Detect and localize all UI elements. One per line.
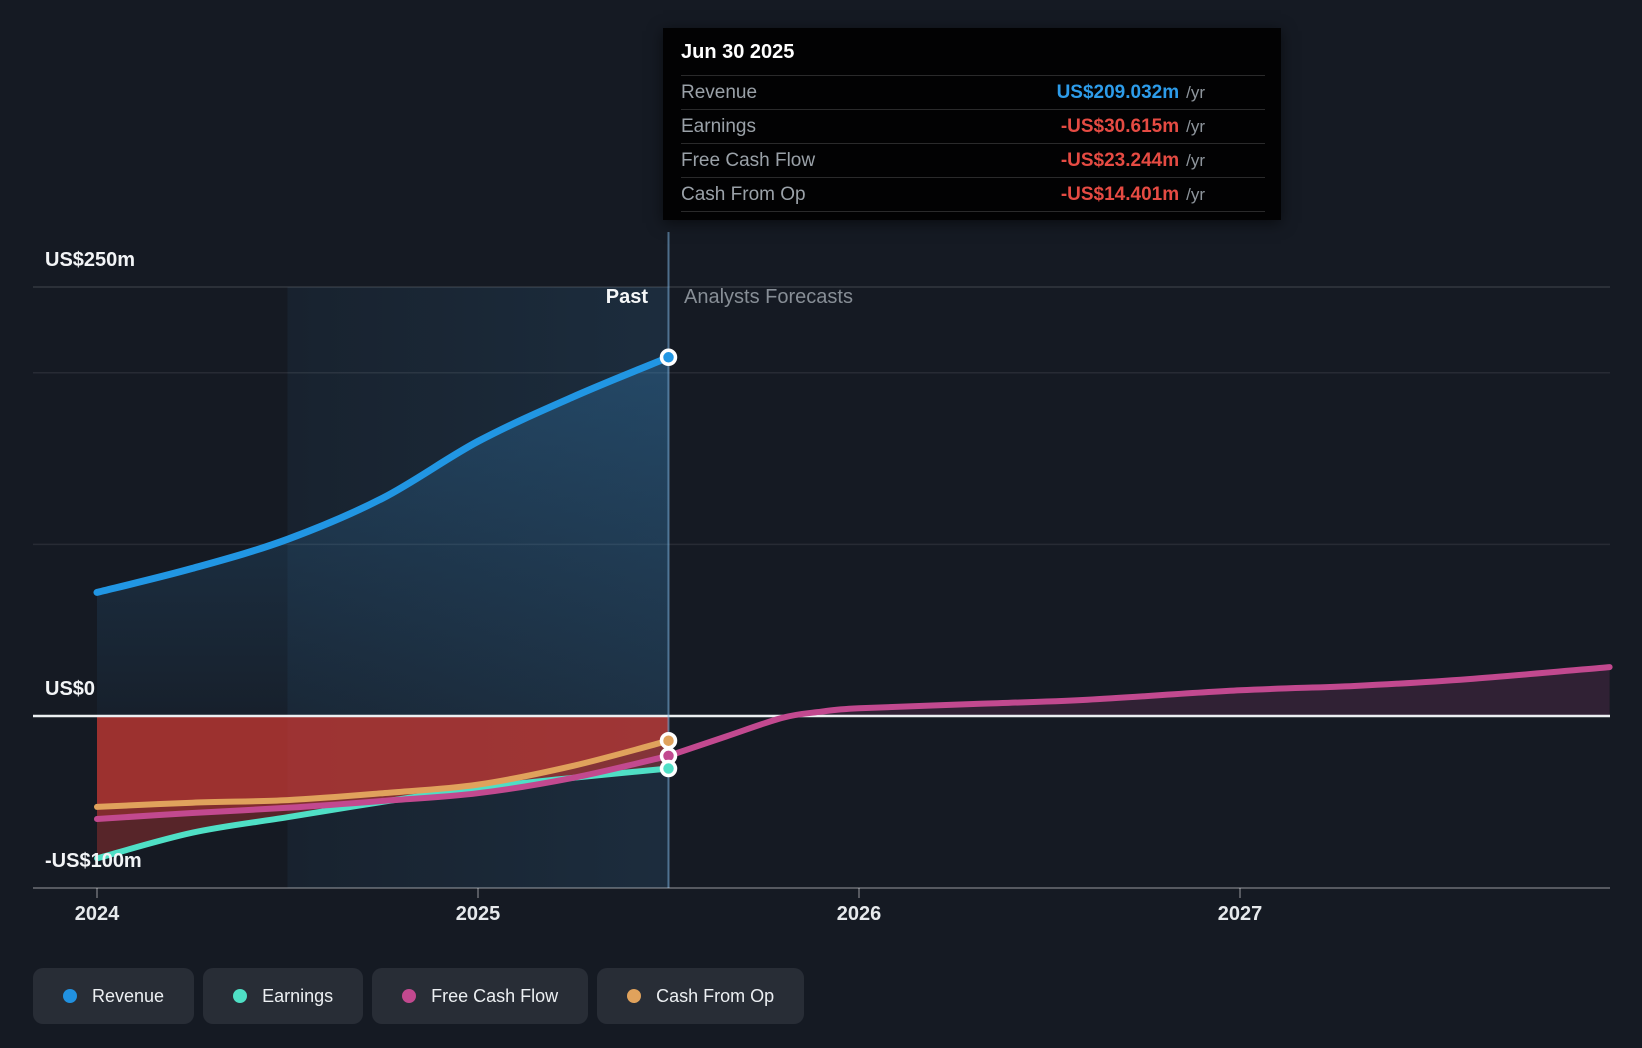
tooltip-row-earnings: Earnings -US$30.615m/yr bbox=[681, 109, 1265, 143]
legend-item-earnings[interactable]: Earnings bbox=[203, 968, 364, 1024]
past-zone-label: Past bbox=[605, 286, 648, 308]
tooltip-date: Jun 30 2025 bbox=[681, 41, 795, 63]
legend-item-cash-from-op[interactable]: Cash From Op bbox=[597, 968, 805, 1024]
legend-item-revenue[interactable]: Revenue bbox=[33, 968, 195, 1024]
free-cash-flow-legend-dot-icon bbox=[402, 989, 417, 1003]
tooltip: Jun 30 2025 Revenue US$209.032m/yr Earning… bbox=[663, 28, 1281, 220]
tooltip-rows: Revenue US$209.032m/yr Earnings -US$30.615m… bbox=[681, 75, 1265, 212]
series-line-free-cash-flow-forecast[interactable] bbox=[665, 664, 1613, 759]
tooltip-row-revenue: Revenue US$209.032m/yr bbox=[681, 75, 1265, 109]
cash-from-op-legend-dot-icon bbox=[627, 989, 642, 1003]
legend: Revenue Earnings Free Cash Flow Cash From O… bbox=[33, 968, 805, 1024]
cash-from-op-negative-area bbox=[97, 716, 669, 807]
tooltip-row-value: -US$23.244m bbox=[1060, 149, 1180, 171]
legend-item-label: Cash From Op bbox=[656, 985, 775, 1006]
tooltip-row-unit: /yr bbox=[1186, 116, 1205, 136]
tooltip-row-free-cash-flow: Free Cash Flow -US$23.244m/yr bbox=[681, 143, 1265, 177]
tooltip-row-unit: /yr bbox=[1186, 82, 1205, 102]
x-axis-label-2024: 2024 bbox=[74, 903, 120, 925]
legend-item-label: Free Cash Flow bbox=[431, 985, 559, 1006]
legend-item-free-cash-flow[interactable]: Free Cash Flow bbox=[372, 968, 589, 1024]
analysts-forecasts-zone-label: Analysts Forecasts bbox=[684, 286, 853, 308]
x-axis-label-2027: 2027 bbox=[1217, 903, 1263, 925]
earnings-legend-dot-icon bbox=[233, 989, 248, 1003]
y-axis-label--100m: -US$100m bbox=[45, 849, 142, 872]
tooltip-row-value: US$209.032m bbox=[1056, 81, 1180, 103]
tooltip-row-value: -US$14.401m bbox=[1060, 183, 1180, 205]
tooltip-row-label: Free Cash Flow bbox=[681, 149, 816, 171]
tooltip-row-label: Cash From Op bbox=[681, 183, 806, 205]
tooltip-row-label: Earnings bbox=[681, 115, 756, 137]
y-axis-label-0m: US$0 bbox=[45, 678, 96, 700]
x-axis-label-2026: 2026 bbox=[836, 903, 882, 925]
tooltip-row-label: Revenue bbox=[681, 81, 758, 103]
tooltip-row-unit: /yr bbox=[1186, 184, 1205, 204]
legend-item-label: Earnings bbox=[262, 985, 334, 1006]
end-dot-revenue[interactable] bbox=[659, 348, 678, 367]
free-cash-flow-negative-area bbox=[97, 716, 669, 819]
series-line-cash-from-op[interactable] bbox=[94, 737, 672, 810]
series-line-revenue[interactable] bbox=[93, 353, 672, 596]
end-dot-cash-from-op[interactable] bbox=[659, 731, 678, 750]
tooltip-row-unit: /yr bbox=[1186, 150, 1205, 170]
legend-item-label: Revenue bbox=[92, 985, 165, 1006]
series-line-free-cash-flow[interactable] bbox=[94, 752, 672, 822]
end-dot-earnings[interactable] bbox=[659, 759, 678, 778]
y-axis-label-250m: US$250m bbox=[45, 249, 136, 271]
tooltip-row-value: -US$30.615m bbox=[1060, 115, 1180, 137]
revenue-legend-dot-icon bbox=[63, 989, 77, 1003]
revenue-area-fill bbox=[97, 357, 669, 716]
tooltip-row-cash-from-op: Cash From Op -US$14.401m/yr bbox=[681, 177, 1265, 211]
x-axis-label-2025: 2025 bbox=[455, 903, 501, 925]
